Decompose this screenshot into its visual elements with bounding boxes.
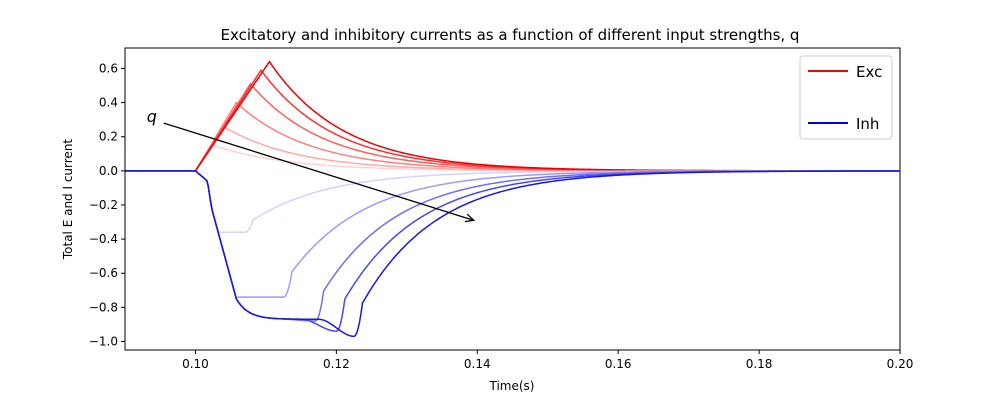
x-axis: 0.10 0.12 0.14 0.16 0.18 0.20	[182, 350, 913, 371]
y-tick-label: 0.4	[99, 96, 118, 110]
y-tick-label: −0.8	[89, 300, 118, 314]
x-tick-label: 0.16	[605, 357, 632, 371]
inh-series-line-2	[125, 170, 899, 322]
exc-series-line-3	[125, 82, 899, 172]
y-axis-label: Total E and I current	[61, 139, 75, 261]
legend-label-inh: Inh	[856, 115, 879, 133]
y-tick-label: −0.4	[89, 232, 118, 246]
legend-label-exc: Exc	[856, 63, 882, 81]
legend: Exc Inh	[799, 55, 893, 140]
chart-title: Excitatory and inhibitory currents as a …	[221, 26, 800, 44]
exc-series-line-2	[125, 101, 899, 172]
plot-frame	[124, 47, 901, 351]
y-axis: 0.6 0.4 0.2 0.0 −0.2 −0.4 −0.6 −0.8 −1.0	[89, 61, 125, 348]
y-tick-label: −0.2	[89, 198, 118, 212]
x-tick-label: 0.10	[182, 357, 209, 371]
exc-series-line-5	[125, 60, 900, 172]
y-tick-label: 0.6	[99, 61, 118, 75]
x-tick-label: 0.12	[323, 357, 350, 371]
x-tick-label: 0.14	[464, 357, 491, 371]
inh-series-line-1	[125, 170, 900, 298]
x-tick-label: 0.18	[746, 357, 773, 371]
exc-series-line-1	[125, 125, 899, 172]
series-layer	[125, 60, 900, 338]
inh-series-line-4	[125, 170, 900, 338]
x-tick-label: 0.20	[887, 357, 914, 371]
q-label: q	[147, 107, 157, 126]
legend-box	[799, 55, 893, 140]
q-arrow	[163, 122, 474, 221]
y-tick-label: 0.2	[99, 130, 118, 144]
inh-series-line-3	[125, 170, 899, 332]
y-tick-label: 0.0	[99, 164, 118, 178]
exc-series-line-4	[125, 68, 900, 172]
q-arrowhead	[464, 213, 476, 223]
q-annotation: q	[147, 107, 476, 223]
y-tick-label: −0.6	[89, 266, 118, 280]
y-tick-label: −1.0	[89, 334, 118, 348]
x-axis-label: Time(s)	[489, 379, 535, 393]
